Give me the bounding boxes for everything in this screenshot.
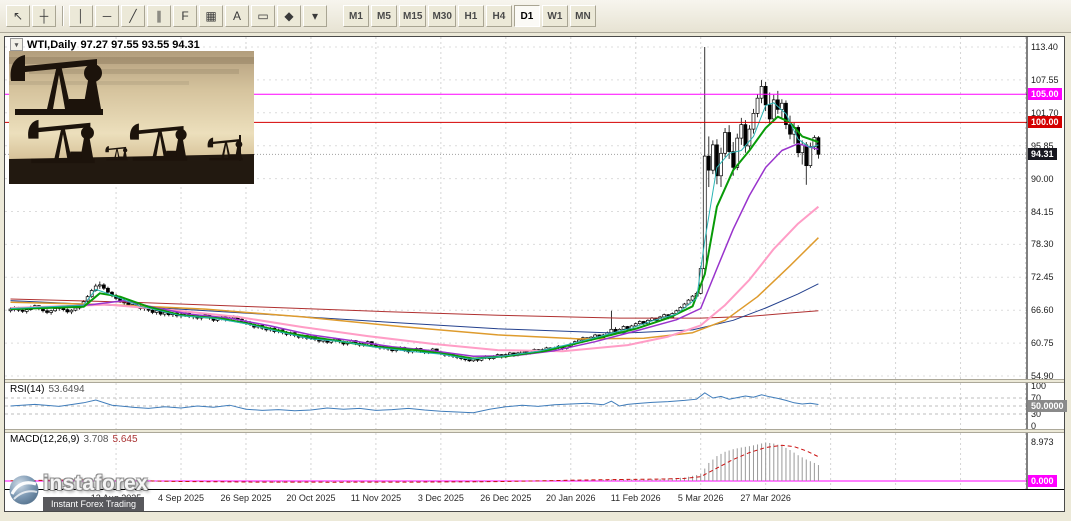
- instaforex-globe-icon: [9, 475, 39, 505]
- price-axis-tick: 54.90: [1031, 371, 1054, 381]
- tool-fibonacci[interactable]: F: [173, 5, 197, 27]
- timeframe-H1[interactable]: H1: [457, 5, 484, 27]
- rsi-axis-tick: 70: [1031, 393, 1042, 403]
- tool-trendline[interactable]: ╱: [121, 5, 145, 27]
- timeframe-W1[interactable]: W1: [541, 5, 568, 27]
- pane-splitter[interactable]: [5, 379, 1064, 383]
- tool-cursor[interactable]: ↖: [6, 5, 30, 27]
- price-axis-tick: 113.40: [1031, 42, 1058, 52]
- tool-horizontal-line[interactable]: ─: [95, 5, 119, 27]
- time-axis-label: 20 Jan 2026: [545, 493, 596, 503]
- price-axis-tick: 90.00: [1031, 173, 1054, 184]
- price-axis-tick: 101.70: [1031, 107, 1059, 118]
- rsi-axis-tick: 100: [1031, 381, 1047, 391]
- tool-shapes[interactable]: ◆: [277, 5, 301, 27]
- tool-text[interactable]: A: [225, 5, 249, 27]
- watermark-tagline: Instant Forex Trading: [43, 497, 145, 511]
- timeframe-M5[interactable]: M5: [371, 5, 397, 27]
- time-axis-label: 27 Mar 2026: [740, 493, 791, 503]
- price-level-badge: 105.00: [1028, 88, 1062, 101]
- chart-title: ▾ WTI,Daily 97.27 97.55 93.55 94.31: [10, 38, 200, 51]
- time-axis-label: 4 Sep 2025: [157, 493, 205, 503]
- pane-splitter[interactable]: [5, 429, 1064, 433]
- time-axis-label: 20 Oct 2025: [286, 493, 336, 503]
- timeframe-H4[interactable]: H4: [485, 5, 512, 27]
- price-level-badge: 100.00: [1028, 116, 1062, 129]
- macd-axis-badge: 0.000: [1028, 475, 1057, 487]
- macd-name: MACD(12,26,9): [10, 434, 80, 445]
- rsi-axis-tick: 0: [1031, 421, 1037, 431]
- time-axis-label: 11 Feb 2026: [610, 493, 661, 503]
- tool-vertical-line[interactable]: │: [69, 5, 93, 27]
- time-axis-label: 5 Mar 2026: [677, 493, 724, 503]
- price-axis-tick: 72.45: [1031, 272, 1054, 283]
- price-axis-tick: 107.55: [1031, 74, 1059, 85]
- macd-signal-value: 5.645: [112, 434, 138, 445]
- macd-value: 3.708: [83, 434, 109, 445]
- timeframe-D1[interactable]: D1: [513, 5, 540, 27]
- timeframe-M30[interactable]: M30: [428, 5, 456, 27]
- time-axis-label: 3 Dec 2025: [417, 493, 464, 503]
- price-level-badge: 94.31: [1028, 148, 1057, 161]
- rsi-axis-tick: 30: [1031, 409, 1042, 419]
- tool-shapes-dropdown[interactable]: ▾: [303, 5, 327, 27]
- rsi-indicator-label: RSI(14) 53.6494: [10, 384, 85, 395]
- timeframe-group: M1 M5 M15 M30 H1 H4 D1 W1 MN: [342, 5, 597, 27]
- toolbar: ↖ ┼ │ ─ ╱ ∥ F ▦ A ▭ ◆ ▾ M1 M5 M15 M30 H1 H4 D1 W1 MN: [0, 0, 1071, 33]
- tool-equidistant-channel[interactable]: ∥: [147, 5, 171, 27]
- chart-symbol-period: WTI,Daily: [27, 38, 77, 51]
- rsi-name: RSI(14): [10, 384, 45, 395]
- time-axis-label: 11 Nov 2025: [350, 493, 402, 503]
- price-axis-tick: 60.75: [1031, 338, 1054, 349]
- time-axis-label: 26 Sep 2025: [220, 493, 272, 503]
- instaforex-logo: instaforex Instant Forex Trading: [8, 472, 149, 512]
- rsi-axis-badge: 50.0000: [1028, 400, 1067, 412]
- timeframe-M15[interactable]: M15: [399, 5, 427, 27]
- oil-pumpjacks-photo: [9, 51, 254, 184]
- price-axis-tick: 66.60: [1031, 305, 1054, 316]
- price-axis-tick: 78.30: [1031, 239, 1054, 250]
- price-axis-tick: 95.85: [1031, 140, 1054, 151]
- tool-text-label[interactable]: ▭: [251, 5, 275, 27]
- chart-ohlc-values: 97.27 97.55 93.55 94.31: [80, 38, 200, 51]
- macd-axis-tick: 8.973: [1031, 437, 1054, 448]
- rsi-value: 53.6494: [48, 384, 85, 395]
- timeframe-M1[interactable]: M1: [343, 5, 369, 27]
- chart-window: ▾ WTI,Daily 97.27 97.55 93.55 94.31: [4, 36, 1067, 512]
- price-axis-tick: 84.15: [1031, 206, 1054, 217]
- time-axis-label: 26 Dec 2025: [480, 493, 532, 503]
- macd-indicator-label: MACD(12,26,9) 3.708 5.645: [10, 434, 138, 445]
- tool-crosshair[interactable]: ┼: [32, 5, 56, 27]
- toolbar-separator: [62, 6, 63, 26]
- watermark-brand: instaforex: [43, 472, 149, 495]
- timeframe-MN[interactable]: MN: [569, 5, 596, 27]
- symbol-marker-icon[interactable]: ▾: [10, 38, 23, 51]
- tool-grid[interactable]: ▦: [199, 5, 223, 27]
